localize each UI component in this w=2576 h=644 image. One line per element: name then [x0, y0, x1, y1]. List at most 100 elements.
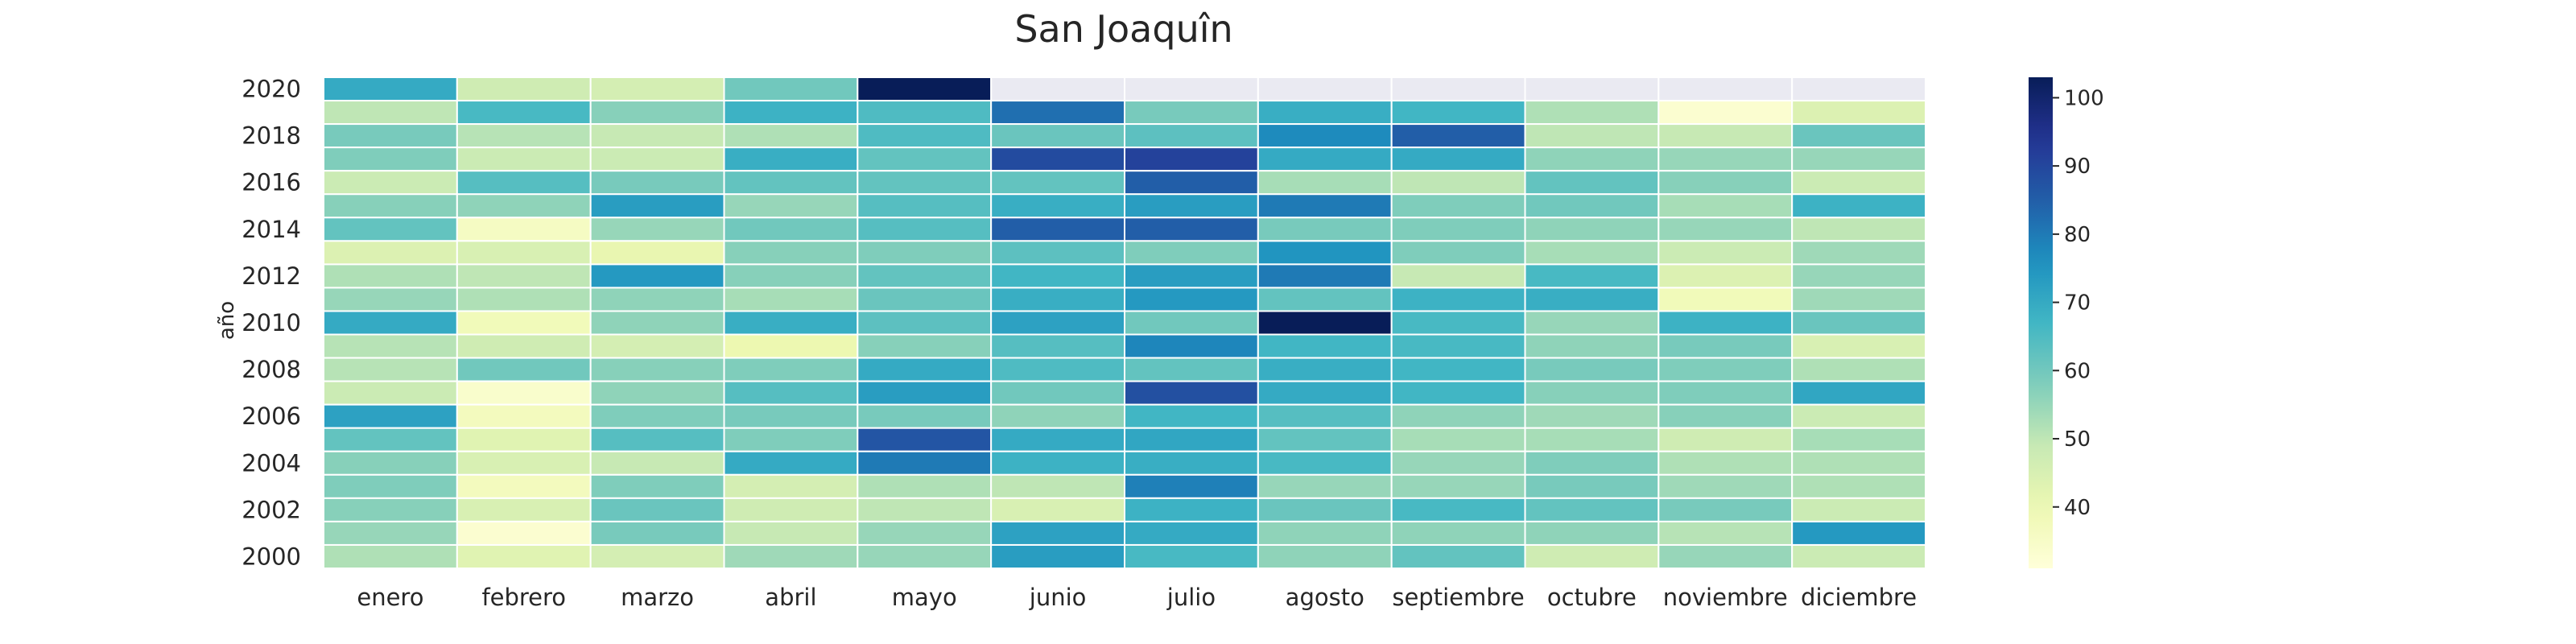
- heatmap-cell: [456, 473, 592, 499]
- x-tick-label: octubre: [1547, 584, 1637, 611]
- heatmap-cell: [1390, 450, 1526, 476]
- colorbar-tick-label: 40: [2064, 496, 2091, 520]
- heatmap-cell: [1390, 543, 1526, 570]
- heatmap-cell: [857, 310, 993, 336]
- heatmap-cell: [1524, 473, 1660, 499]
- heatmap-cell: [1524, 100, 1660, 126]
- heatmap-cell: [1657, 380, 1794, 406]
- heatmap-cell: [589, 543, 725, 570]
- heatmap-cell: [990, 520, 1125, 546]
- heatmap-cell: [589, 76, 725, 102]
- y-tick-label: 2010: [242, 309, 301, 336]
- heatmap-cell: [857, 147, 993, 172]
- x-tick-label: noviembre: [1663, 584, 1788, 611]
- heatmap-cell: [1791, 357, 1927, 382]
- x-tick-label: diciembre: [1801, 584, 1917, 611]
- heatmap-cell: [723, 403, 859, 429]
- heatmap-cell: [857, 473, 993, 499]
- chart-title: San Joaquîn: [1014, 7, 1232, 51]
- heatmap-cell: [1657, 403, 1794, 429]
- heatmap-cell: [1657, 497, 1794, 522]
- heatmap-cell: [323, 450, 458, 476]
- heatmap-cell: [1524, 333, 1660, 359]
- x-tick-label: febrero: [481, 584, 566, 611]
- heatmap-cell: [1791, 333, 1927, 359]
- heatmap-cell: [456, 520, 592, 546]
- heatmap-cell: [589, 170, 725, 196]
- heatmap-cell: [1791, 543, 1927, 570]
- heatmap-cell: [456, 240, 592, 266]
- heatmap-cell: [1524, 263, 1660, 289]
- heatmap-cell: [1390, 217, 1526, 242]
- heatmap-cell: [1791, 76, 1927, 102]
- heatmap-cell: [1390, 193, 1526, 219]
- heatmap-cell: [723, 263, 859, 289]
- heatmap-cell: [1257, 170, 1393, 196]
- heatmap-cell: [1524, 543, 1660, 570]
- heatmap-cell: [1257, 357, 1393, 382]
- heatmap-cell: [456, 100, 592, 126]
- heatmap-cell: [323, 380, 458, 406]
- heatmap-cell: [323, 240, 458, 266]
- heatmap-cell: [1791, 497, 1927, 522]
- heatmap-cell: [990, 427, 1125, 452]
- heatmap-cell: [589, 333, 725, 359]
- heatmap-cell: [857, 263, 993, 289]
- heatmap-cell: [1657, 76, 1794, 102]
- heatmap-cell: [990, 263, 1125, 289]
- heatmap-cell: [1257, 123, 1393, 149]
- colorbar: 40 50 60 70 80 90 100: [2029, 77, 2104, 568]
- y-tick-label: 2000: [242, 543, 301, 570]
- heatmap-cell: [323, 100, 458, 126]
- heatmap-cell: [323, 76, 458, 102]
- heatmap-cell: [857, 450, 993, 476]
- x-tick-label: enero: [357, 584, 423, 611]
- heatmap-cell: [1257, 263, 1393, 289]
- heatmap-cell: [456, 217, 592, 242]
- heatmap-cell: [456, 427, 592, 452]
- heatmap-cell: [1524, 147, 1660, 172]
- heatmap-cell: [1124, 193, 1259, 219]
- heatmap-cell: [1257, 193, 1393, 219]
- heatmap-cell: [1524, 520, 1660, 546]
- x-tick-label: mayo: [892, 584, 957, 611]
- heatmap-cell: [1390, 403, 1526, 429]
- heatmap-cell: [1257, 427, 1393, 452]
- heatmap-cell: [1657, 357, 1794, 382]
- heatmap-cell: [1657, 100, 1794, 126]
- heatmap-cell: [990, 170, 1125, 196]
- heatmap-cell: [1791, 450, 1927, 476]
- y-tick-label: 2020: [242, 76, 301, 103]
- heatmap-cell: [723, 170, 859, 196]
- x-tick-label: junio: [1029, 584, 1087, 611]
- heatmap-cell: [1390, 380, 1526, 406]
- heatmap-cell: [1390, 497, 1526, 522]
- heatmap-cell: [323, 263, 458, 289]
- x-tick-label: agosto: [1286, 584, 1364, 611]
- heatmap-cell: [323, 310, 458, 336]
- heatmap-cell: [1524, 427, 1660, 452]
- heatmap-cell: [723, 76, 859, 102]
- heatmap-cell: [1390, 123, 1526, 149]
- heatmap-cell: [1524, 380, 1660, 406]
- heatmap-cell: [589, 520, 725, 546]
- heatmap-cell: [1791, 473, 1927, 499]
- heatmap-cell: [323, 123, 458, 149]
- heatmap-cell: [456, 333, 592, 359]
- heatmap-cell: [990, 357, 1125, 382]
- heatmap-cell: [723, 497, 859, 522]
- heatmap-cell: [1524, 287, 1660, 312]
- heatmap-cell: [1390, 520, 1526, 546]
- heatmap-cell: [723, 543, 859, 570]
- heatmap-cell: [323, 520, 458, 546]
- heatmap-cell: [1791, 217, 1927, 242]
- colorbar-tick-label: 90: [2064, 155, 2091, 179]
- heatmap-cell: [990, 450, 1125, 476]
- heatmap-cell: [1124, 520, 1259, 546]
- heatmap-cell: [323, 333, 458, 359]
- heatmap-cell: [1390, 170, 1526, 196]
- heatmap-cell: [723, 123, 859, 149]
- heatmap-cell: [1257, 287, 1393, 312]
- heatmap-cell: [1524, 310, 1660, 336]
